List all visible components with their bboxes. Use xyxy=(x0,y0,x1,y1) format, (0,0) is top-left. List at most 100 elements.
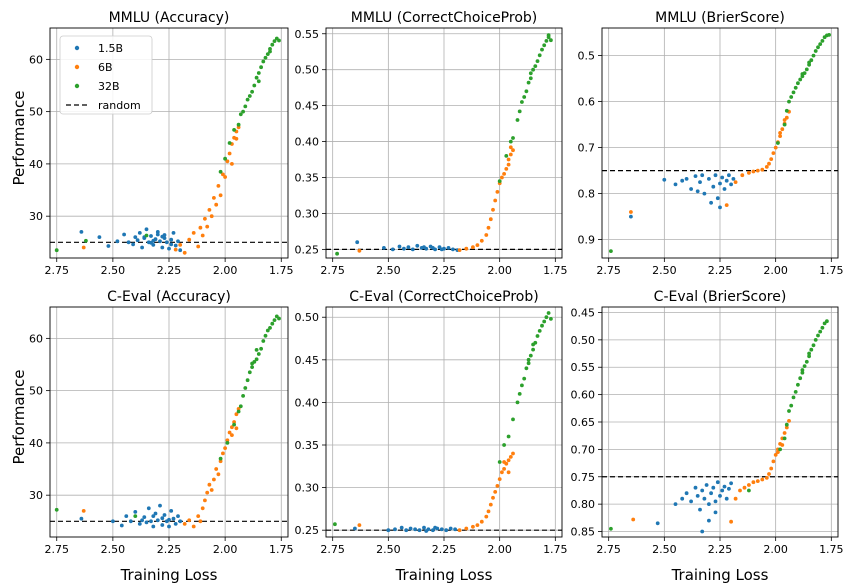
data-point-1.5B xyxy=(713,499,718,504)
x-axis-label-right: Training Loss xyxy=(671,566,769,583)
data-point-32B xyxy=(232,127,237,132)
data-point-6B xyxy=(493,490,498,494)
data-point-6B xyxy=(742,485,747,490)
data-point-32B xyxy=(218,456,223,461)
data-point-6B xyxy=(504,167,509,171)
data-point-1.5B xyxy=(446,246,451,250)
y-tick-label: 40 xyxy=(29,437,43,450)
x-tick-label: 2.75 xyxy=(596,543,621,556)
data-point-32B xyxy=(497,179,502,184)
y-tick-label: 0.9 xyxy=(578,234,596,247)
data-point-1.5B xyxy=(155,230,160,234)
y-tick-label: 0.80 xyxy=(571,498,596,511)
data-point-1.5B xyxy=(167,524,171,529)
x-tick-label: 1.75 xyxy=(543,543,568,556)
x-axis-label-left: Training Loss xyxy=(120,566,218,583)
data-point-32B xyxy=(776,141,780,145)
x-tick-label: 1.75 xyxy=(819,543,844,556)
x-tick-label: 2.25 xyxy=(708,264,733,277)
data-point-1.5B xyxy=(353,526,357,531)
data-point-32B xyxy=(537,53,542,58)
series-6B xyxy=(629,109,791,214)
data-point-32B xyxy=(263,333,268,338)
data-point-6B xyxy=(221,451,225,456)
data-point-32B xyxy=(506,434,511,439)
data-point-6B xyxy=(218,193,223,198)
data-point-32B xyxy=(247,94,252,98)
y-tick-label: 0.70 xyxy=(571,443,596,456)
plot-frame xyxy=(325,27,563,259)
data-point-1.5B xyxy=(115,239,120,244)
data-point-6B xyxy=(502,460,506,464)
data-point-6B xyxy=(724,203,729,208)
series-32B xyxy=(335,33,553,256)
chart-panel-4: 2.75 2.50 2.25 2.00 1.75 30 40 50 60 C-Eval (Accu… xyxy=(29,289,294,556)
data-point-6B xyxy=(212,196,216,200)
data-point-6B xyxy=(81,509,86,513)
data-point-1.5B xyxy=(111,519,115,524)
chart-panels: 2.75 2.50 2.25 2.00 1.75 30 40 50 60 MMLU (Accura… xyxy=(29,10,844,556)
data-point-1.5B xyxy=(698,180,702,185)
data-point-1.5B xyxy=(680,496,685,501)
data-point-1.5B xyxy=(176,514,180,518)
data-point-32B xyxy=(227,141,232,145)
data-point-1.5B xyxy=(700,173,705,178)
series-32B xyxy=(333,311,553,527)
data-point-32B xyxy=(277,316,281,321)
data-point-6B xyxy=(486,225,491,230)
data-point-32B xyxy=(252,83,257,88)
data-point-32B xyxy=(528,76,533,81)
data-point-1.5B xyxy=(439,247,444,252)
data-point-32B xyxy=(816,333,820,338)
data-point-6B xyxy=(182,522,187,526)
data-point-1.5B xyxy=(142,515,147,519)
data-point-32B xyxy=(245,97,250,102)
data-point-6B xyxy=(216,184,221,188)
data-point-1.5B xyxy=(673,182,678,187)
data-point-1.5B xyxy=(439,527,444,532)
data-point-1.5B xyxy=(431,246,435,250)
data-point-1.5B xyxy=(707,177,711,181)
data-point-32B xyxy=(54,507,59,512)
data-point-32B xyxy=(232,422,237,427)
data-point-6B xyxy=(173,247,178,252)
data-point-6B xyxy=(471,524,475,529)
data-point-1.5B xyxy=(718,181,722,186)
data-point-6B xyxy=(479,238,484,243)
series-1.5B xyxy=(655,480,733,534)
data-point-32B xyxy=(546,33,551,38)
data-point-32B xyxy=(250,361,255,366)
data-point-6B xyxy=(764,165,769,169)
data-point-1.5B xyxy=(722,187,727,191)
data-point-1.5B xyxy=(153,511,158,516)
data-point-32B xyxy=(535,59,540,63)
data-point-1.5B xyxy=(386,528,391,533)
legend-marker-32B xyxy=(74,83,80,89)
data-point-6B xyxy=(751,169,756,174)
data-point-6B xyxy=(764,476,769,480)
data-point-32B xyxy=(549,38,553,43)
data-point-6B xyxy=(769,157,774,162)
data-point-6B xyxy=(508,152,513,157)
data-point-1.5B xyxy=(410,247,415,252)
data-point-1.5B xyxy=(689,499,693,504)
data-point-1.5B xyxy=(693,174,698,179)
data-point-1.5B xyxy=(718,494,722,498)
data-point-1.5B xyxy=(155,518,160,523)
data-point-32B xyxy=(609,526,613,531)
data-point-32B xyxy=(804,359,809,364)
data-point-6B xyxy=(196,244,201,249)
data-point-1.5B xyxy=(720,175,725,180)
data-point-6B xyxy=(773,145,778,150)
data-point-1.5B xyxy=(126,240,131,245)
data-point-32B xyxy=(522,376,527,381)
data-point-32B xyxy=(807,351,811,356)
data-point-32B xyxy=(800,72,805,76)
data-point-32B xyxy=(54,248,59,253)
data-point-32B xyxy=(511,136,515,140)
data-point-6B xyxy=(209,214,214,219)
legend-label-32B: 32B xyxy=(98,80,120,93)
series-6B xyxy=(357,145,515,253)
data-point-6B xyxy=(232,420,237,424)
data-point-32B xyxy=(544,39,549,43)
